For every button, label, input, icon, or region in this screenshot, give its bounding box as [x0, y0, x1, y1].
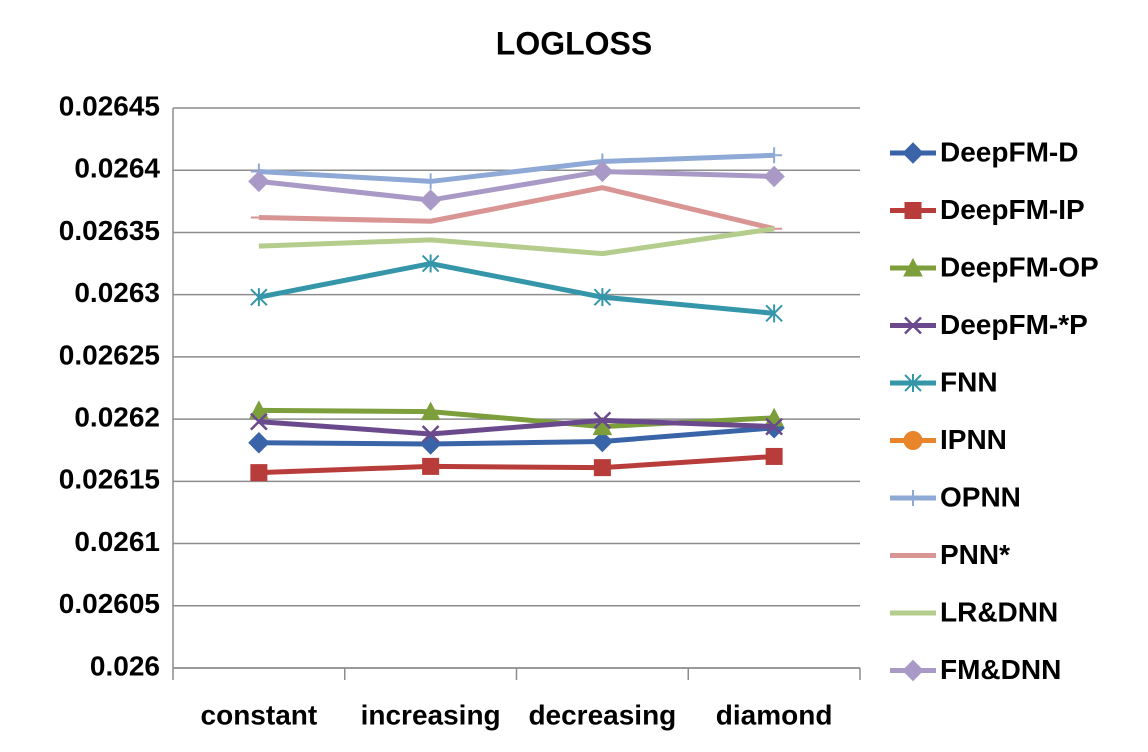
series-line	[258, 226, 775, 257]
series-line	[258, 152, 775, 184]
y-tick-label: 0.0264	[74, 153, 160, 184]
x-tick-label: decreasing	[528, 699, 676, 730]
data-point	[419, 433, 442, 455]
legend-label: LR&DNN	[940, 596, 1058, 627]
y-tick-label: 0.02645	[59, 90, 160, 121]
legend-marker	[904, 374, 922, 392]
data-point	[593, 288, 612, 307]
legend-label: DeepFM-*P	[940, 309, 1088, 340]
data-point	[593, 459, 611, 477]
data-point	[763, 165, 785, 188]
legend-marker	[902, 142, 924, 164]
data-point	[766, 147, 783, 164]
series-line	[258, 185, 775, 232]
data-point	[422, 173, 439, 190]
data-point	[248, 170, 270, 193]
y-tick-label: 0.026	[90, 650, 160, 681]
data-point	[591, 160, 614, 183]
data-point	[765, 304, 783, 323]
legend-label: IPNN	[940, 424, 1007, 455]
y-tick-label: 0.0261	[74, 526, 160, 557]
legend-marker	[902, 659, 924, 682]
legend-label: DeepFM-OP	[940, 251, 1099, 282]
data-point	[420, 401, 441, 421]
data-point	[591, 430, 614, 453]
data-point	[421, 425, 440, 443]
data-point	[249, 400, 269, 419]
x-tick-label: increasing	[361, 699, 501, 730]
legend-label: FNN	[940, 366, 998, 397]
chart-title: LOGLOSS	[496, 25, 652, 61]
legend-marker	[904, 316, 922, 335]
y-tick-label: 0.02615	[59, 464, 160, 495]
data-point	[421, 254, 440, 273]
legend-marker	[905, 490, 921, 506]
data-point	[249, 412, 268, 431]
series-line	[258, 425, 775, 447]
legend-label: FM&DNN	[940, 654, 1061, 685]
data-point	[250, 464, 268, 482]
data-point	[250, 288, 268, 307]
y-tick-label: 0.02625	[59, 339, 160, 370]
y-tick-label: 0.0263	[74, 277, 160, 308]
legend-label: OPNN	[940, 481, 1021, 512]
x-tick-label: constant	[201, 699, 318, 730]
series-line	[258, 168, 775, 203]
data-point	[593, 411, 612, 430]
y-tick-label: 0.02605	[59, 588, 160, 619]
legend-marker	[903, 431, 923, 450]
y-tick-label: 0.0262	[74, 402, 160, 433]
data-point	[419, 189, 442, 211]
legend-label: DeepFM-D	[940, 136, 1078, 167]
data-point	[765, 417, 784, 436]
y-tick-label: 0.02635	[59, 215, 160, 246]
series-line	[258, 261, 775, 316]
data-point	[765, 447, 783, 465]
series-line	[258, 417, 775, 437]
legend-marker	[904, 202, 922, 219]
x-tick-label: diamond	[716, 699, 833, 730]
data-point	[248, 432, 270, 454]
legend-marker	[903, 257, 923, 277]
legend-label: DeepFM-IP	[940, 194, 1085, 225]
series-line	[258, 453, 775, 476]
data-point	[422, 457, 440, 475]
legend-label: PNN*	[940, 539, 1010, 570]
